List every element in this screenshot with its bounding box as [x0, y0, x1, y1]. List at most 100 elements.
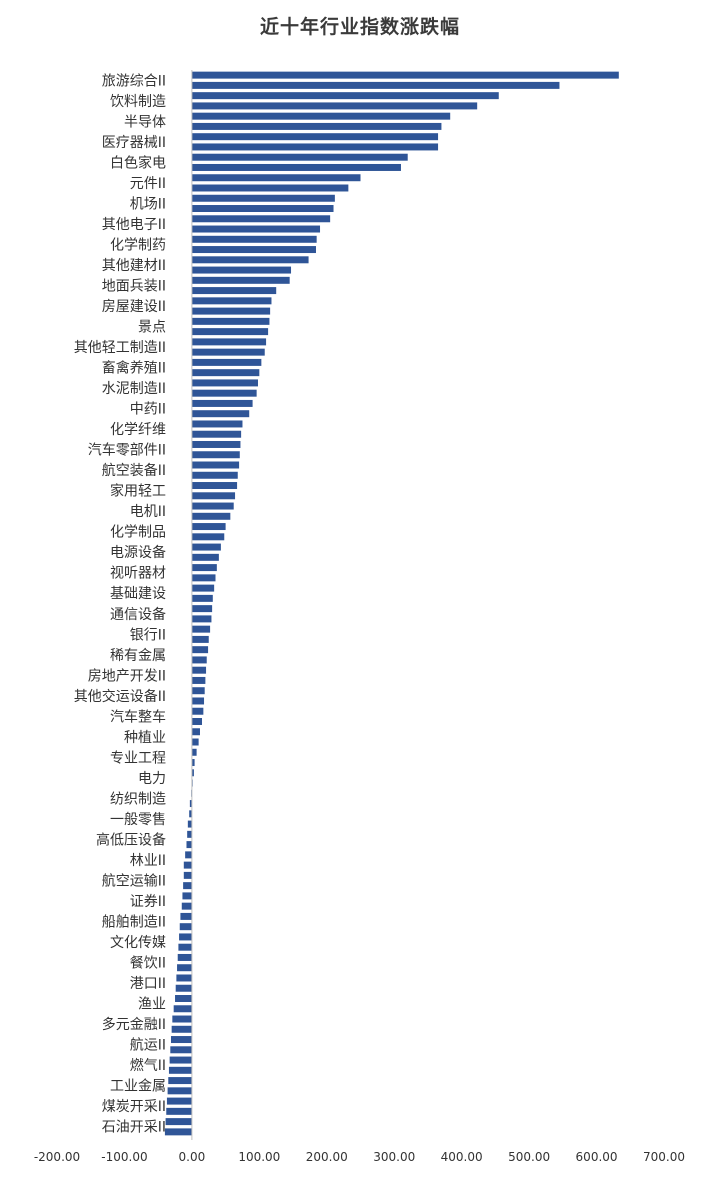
- bar: [191, 328, 269, 336]
- bar: [191, 389, 257, 397]
- category-label: 纺织制造: [110, 791, 166, 807]
- bar: [183, 861, 192, 869]
- bar: [180, 912, 192, 920]
- bar: [191, 646, 209, 654]
- category-label: 燃气II: [130, 1057, 166, 1074]
- bar: [191, 317, 270, 325]
- bar: [191, 174, 361, 182]
- bar: [179, 923, 192, 931]
- bar: [191, 379, 258, 387]
- category-label: 文化传媒: [110, 935, 166, 951]
- category-label: 畜禽养殖II: [102, 360, 166, 377]
- bar: [191, 133, 439, 141]
- bar: [191, 687, 205, 695]
- x-tick-label: 200.00: [306, 1150, 348, 1164]
- bar: [166, 1107, 192, 1115]
- category-label: 元件II: [130, 176, 166, 192]
- bar: [191, 635, 209, 643]
- bar: [191, 430, 242, 438]
- bar: [168, 1077, 192, 1085]
- x-tick-label: 0.00: [179, 1150, 206, 1164]
- category-label: 石油开采II: [102, 1120, 166, 1136]
- bar: [191, 584, 215, 592]
- category-label: 煤炭开采II: [102, 1099, 166, 1115]
- bar: [165, 1118, 192, 1126]
- bar: [191, 759, 195, 767]
- bar: [170, 1046, 192, 1054]
- bar: [187, 820, 192, 828]
- category-label: 电机II: [130, 504, 166, 520]
- category-label: 地面兵装II: [102, 278, 166, 294]
- bar: [191, 440, 241, 448]
- category-label: 证券II: [130, 894, 166, 910]
- category-label: 航空装备II: [102, 462, 166, 479]
- category-label: 其他交运设备II: [74, 688, 166, 705]
- bar: [191, 605, 213, 613]
- category-label: 种植业: [124, 730, 166, 746]
- bar: [191, 81, 560, 89]
- bar: [191, 358, 262, 366]
- bar: [172, 1015, 192, 1023]
- bar: [191, 348, 265, 356]
- x-axis-ticks: -200.00 -100.00 0.00 100.00 200.00 300.00 400.…: [34, 1150, 685, 1164]
- bar: [166, 1097, 192, 1105]
- bar: [173, 1005, 192, 1013]
- bar: [191, 225, 321, 233]
- bar: [186, 841, 192, 849]
- category-label: 医疗器械II: [102, 135, 166, 151]
- category-label: 其他建材II: [102, 258, 166, 274]
- bar: [191, 697, 205, 705]
- bar: [191, 71, 619, 79]
- category-label: 多元金融II: [102, 1016, 166, 1033]
- bar: [169, 1056, 192, 1064]
- bar: [191, 246, 316, 254]
- category-label: 港口II: [130, 976, 166, 992]
- bar: [191, 625, 211, 633]
- bar: [191, 738, 199, 746]
- category-label: 航运II: [130, 1038, 166, 1054]
- bar: [191, 676, 206, 684]
- category-label: 其他轻工制造II: [74, 340, 166, 356]
- bar: [189, 800, 192, 808]
- bar: [191, 594, 213, 602]
- bar: [191, 523, 226, 531]
- category-label: 电源设备: [110, 544, 166, 561]
- category-label: 专业工程: [110, 750, 166, 766]
- bar: [191, 143, 439, 151]
- category-label: 银行II: [130, 627, 166, 643]
- bar: [191, 543, 221, 551]
- category-label: 基础建设: [110, 585, 166, 602]
- x-tick-label: 700.00: [643, 1150, 685, 1164]
- category-label: 汽车零部件II: [88, 442, 166, 459]
- bar: [191, 574, 216, 582]
- bar: [191, 102, 478, 110]
- category-label: 渔业: [138, 997, 166, 1013]
- bar: [191, 112, 451, 120]
- bar: [191, 564, 217, 572]
- x-tick-label: 600.00: [576, 1150, 618, 1164]
- bar: [176, 974, 192, 982]
- bar: [167, 1087, 192, 1095]
- category-label: 旅游综合II: [102, 73, 166, 89]
- bar: [191, 266, 292, 274]
- bar: [191, 307, 271, 315]
- x-tick-label: -200.00: [34, 1150, 80, 1164]
- bar: [185, 851, 192, 859]
- category-label: 房屋建设II: [102, 299, 166, 315]
- bar: [191, 122, 442, 130]
- bar: [191, 410, 250, 418]
- bar: [191, 297, 272, 305]
- bar: [191, 235, 317, 243]
- bar: [179, 933, 192, 941]
- bar: [191, 492, 236, 500]
- bar: [183, 871, 192, 879]
- bar: [191, 256, 309, 264]
- bar: [191, 287, 277, 295]
- bar: [191, 163, 401, 171]
- bar: [191, 184, 349, 192]
- bar: [191, 502, 234, 510]
- category-label: 航空运输II: [102, 874, 166, 890]
- category-label: 汽车整车: [110, 708, 166, 725]
- bar: [168, 1066, 192, 1074]
